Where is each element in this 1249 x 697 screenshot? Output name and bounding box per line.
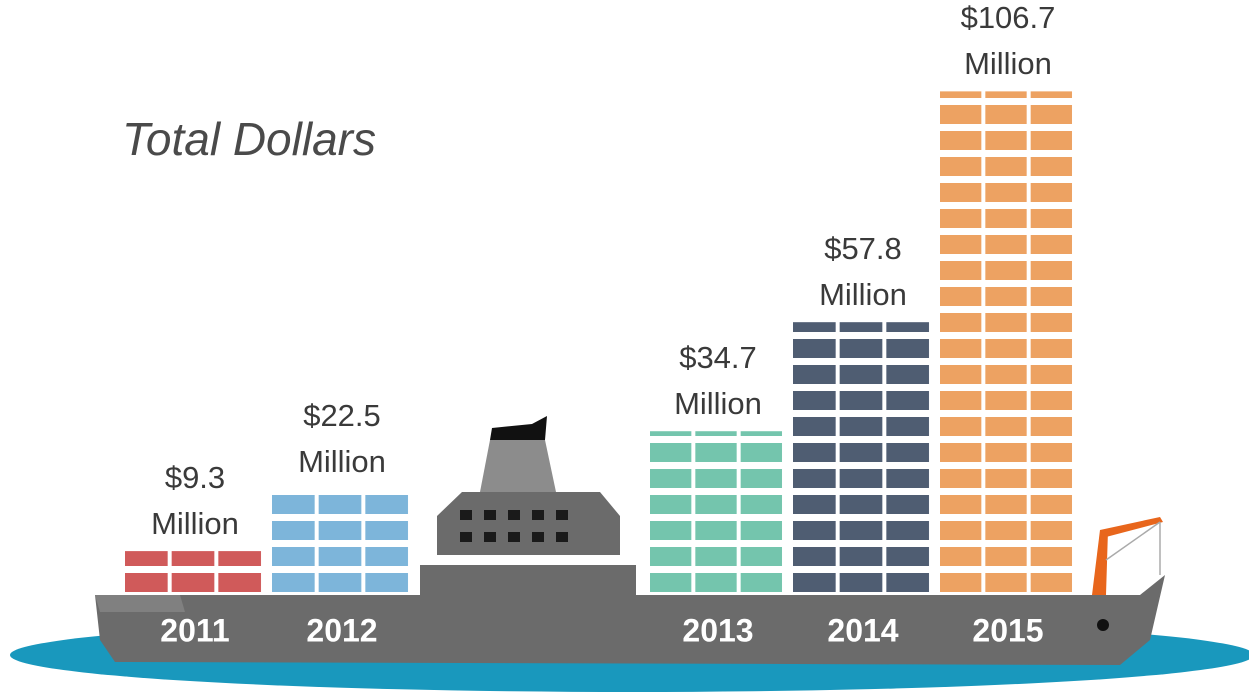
container-stack: [650, 431, 786, 595]
value-label: $9.3 Million: [125, 455, 265, 547]
chart-title: Total Dollars: [122, 112, 376, 166]
x-tick-label: 2014: [827, 612, 898, 648]
value-label: $57.8 Million: [793, 226, 933, 318]
funnel: [480, 440, 556, 492]
x-tick-label: 2013: [682, 612, 753, 648]
container-stack: [125, 551, 265, 595]
chart: 2011 2012 2013 2014 2015: [0, 0, 1249, 697]
container-stack: [793, 322, 933, 595]
crane: [1092, 517, 1163, 595]
x-tick-label: 2011: [160, 612, 229, 648]
container-stack: [940, 91, 1076, 595]
infographic: 2011 2012 2013 2014 2015 Total Dollars $9.3 …: [0, 0, 1249, 697]
bow-deck: [95, 595, 185, 612]
container-stack: [272, 489, 412, 595]
porthole: [1097, 619, 1109, 631]
value-label: $106.7 Million: [938, 0, 1078, 87]
value-label: $34.7 Million: [648, 335, 788, 427]
funnel-top: [490, 416, 547, 440]
cabin: [437, 492, 620, 555]
value-label: $22.5 Million: [272, 393, 412, 485]
deck-house: [420, 565, 636, 595]
x-tick-label: 2012: [306, 612, 377, 648]
x-tick-label: 2015: [972, 612, 1043, 648]
